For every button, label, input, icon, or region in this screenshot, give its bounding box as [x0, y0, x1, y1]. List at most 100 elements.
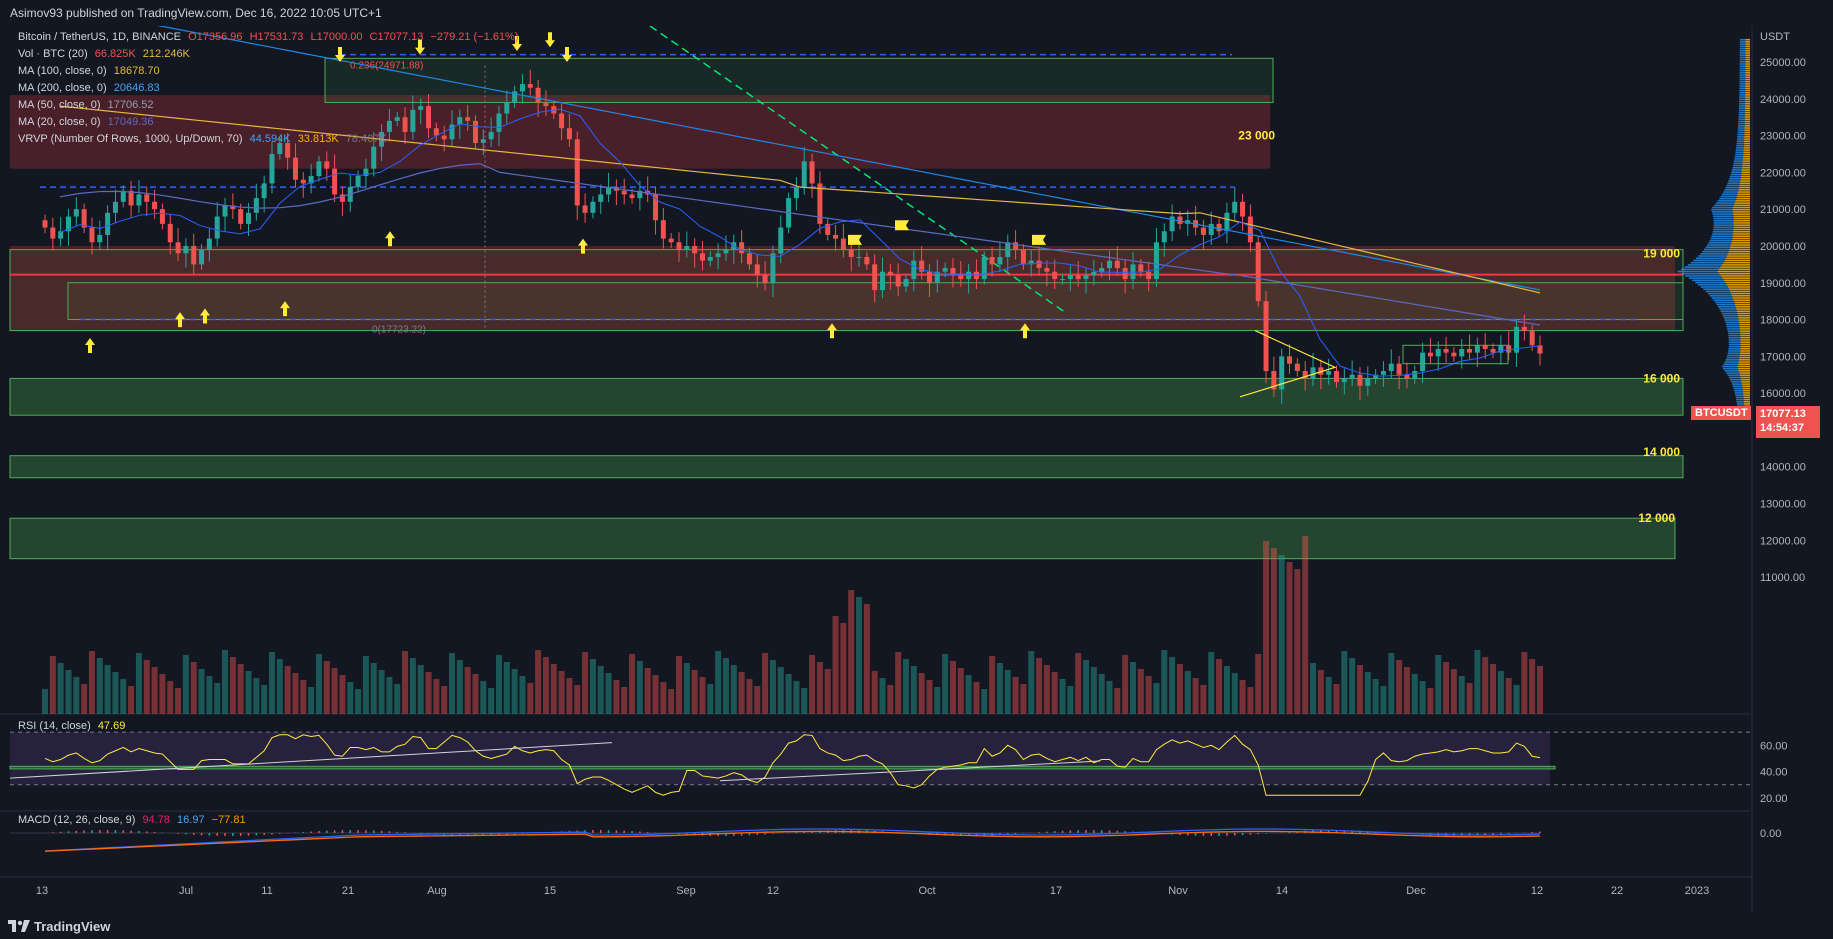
support-zone	[9, 517, 1676, 560]
chart-area[interactable]: 0.236(24971.88) 0(17723.22) 23 000 19 000 16…	[0, 26, 1833, 913]
ma100-label[interactable]: MA (100, close, 0)	[18, 65, 107, 77]
vrvp-bar-up	[1722, 365, 1738, 368]
volume-bar	[1059, 679, 1066, 714]
candle-body	[339, 194, 345, 202]
volume-bar	[762, 653, 769, 714]
vrvp-bar-down	[1740, 376, 1750, 379]
volume-bar	[777, 667, 784, 714]
rsi-trendline	[719, 760, 1101, 782]
vrvp-bar-down	[1727, 253, 1750, 255]
vrvp-bar-up	[1739, 85, 1746, 87]
vrvp-bar-down	[1744, 113, 1750, 116]
candle-body	[746, 253, 752, 265]
vrvp-bar-down	[1734, 202, 1750, 204]
price-axis-tick: 12000.00	[1760, 535, 1806, 547]
vrvp-label[interactable]: VRVP (Number Of Rows, 1000, Up/Down, 70)	[18, 133, 243, 145]
vrvp-bar-up	[1693, 259, 1725, 262]
candle-body	[1333, 371, 1339, 383]
volume-bar	[1083, 660, 1090, 714]
candle-body	[1271, 371, 1277, 390]
volume-bar	[503, 662, 510, 714]
vrvp-bar-down	[1745, 52, 1750, 54]
flag-marker	[848, 234, 862, 245]
vrvp-bar-up	[1726, 356, 1740, 359]
vrvp-bar-up	[1736, 398, 1744, 401]
vrvp-bar-down	[1744, 138, 1750, 140]
candle-body	[621, 190, 627, 195]
vrvp-bar-down	[1744, 127, 1750, 129]
volume-bar	[135, 653, 142, 714]
vrvp-bar-down	[1745, 102, 1750, 105]
price-axis-tick: 13000.00	[1760, 499, 1806, 511]
candle-body	[230, 205, 236, 210]
vrvp-bar-up	[1737, 136, 1745, 138]
vrvp-bar-down	[1745, 76, 1750, 79]
footer-brand[interactable]: TradingView	[34, 918, 111, 934]
vrvp-bar-down	[1733, 224, 1750, 226]
candle-body	[1326, 371, 1332, 375]
candle-body	[58, 231, 64, 239]
volume-bar	[1161, 650, 1168, 714]
price-axis-tick: 18000.00	[1760, 315, 1806, 327]
volume-bar	[1364, 672, 1371, 714]
vrvp-bar-down	[1735, 200, 1750, 202]
symbol-name[interactable]: Bitcoin / TetherUS, 1D, BINANCE	[18, 31, 182, 43]
candle-body	[1412, 371, 1418, 379]
vrvp-bar-up	[1727, 182, 1740, 185]
candle-body	[120, 190, 126, 202]
vrvp-bar-up	[1734, 389, 1743, 392]
volume-bar	[981, 689, 988, 714]
ma50-label[interactable]: MA (50, close, 0)	[18, 99, 101, 111]
vrvp-bar-down	[1744, 122, 1750, 125]
volume-bar	[175, 688, 182, 714]
vrvp-bar-down	[1726, 283, 1750, 286]
candle-body	[433, 128, 439, 136]
macd-legend: MACD (12, 26, close, 9) 94.78 16.97 −77.…	[18, 814, 246, 826]
vrvp-bar-up	[1739, 52, 1746, 54]
volume-bar	[589, 659, 596, 714]
candle-body	[355, 176, 361, 188]
candle-body	[958, 275, 964, 280]
vrvp-bar-down	[1733, 222, 1750, 224]
vrvp-bar-down	[1745, 56, 1750, 59]
volume-bar	[42, 689, 48, 714]
vrvp-bar-down	[1745, 85, 1750, 87]
volume-bar	[1466, 683, 1473, 714]
rsi-label[interactable]: RSI (14, close)	[18, 720, 91, 732]
vrvp-bar-up	[1731, 169, 1742, 171]
vrvp-bar-up	[1739, 61, 1746, 63]
vrvp-bar-up	[1709, 294, 1732, 297]
time-axis-label: 22	[1611, 885, 1623, 897]
vrvp-bar-up	[1732, 164, 1743, 167]
candle-body	[942, 268, 948, 272]
candle-body	[269, 153, 275, 184]
publish-header: Asimov93 published on TradingView.com, D…	[0, 0, 1833, 26]
candle-body	[566, 128, 572, 140]
vrvp-bar-down	[1733, 299, 1750, 302]
candle-body	[488, 131, 494, 140]
ma200-label[interactable]: MA (200, close, 0)	[18, 82, 107, 94]
candle-body	[1060, 279, 1066, 281]
support-zone	[9, 377, 1684, 416]
volume-bar	[386, 677, 393, 714]
vrvp-bar-down	[1739, 374, 1750, 377]
ma20-label[interactable]: MA (20, close, 0)	[18, 116, 101, 128]
vrvp-bar-down	[1730, 244, 1750, 246]
volume-bar	[871, 671, 878, 714]
vrvp-bar-down	[1732, 233, 1750, 235]
macd-label[interactable]: MACD (12, 26, close, 9)	[18, 814, 136, 826]
candle-body	[629, 194, 635, 199]
volume-bar	[159, 674, 166, 714]
vrvp-bar-down	[1744, 129, 1750, 132]
vrvp-bar-up	[1739, 49, 1746, 52]
candle-body	[42, 220, 48, 228]
vrvp-bar-up	[1739, 78, 1746, 81]
volume-bar	[425, 672, 432, 714]
volume-label[interactable]: Vol · BTC (20)	[18, 48, 88, 60]
volume-bar	[832, 616, 839, 714]
vrvp-bar-down	[1739, 328, 1750, 330]
volume-bar	[1012, 677, 1019, 714]
candle-body	[598, 194, 604, 202]
volume-bar	[214, 683, 221, 714]
rsi-axis-tick: 60.00	[1760, 740, 1788, 752]
